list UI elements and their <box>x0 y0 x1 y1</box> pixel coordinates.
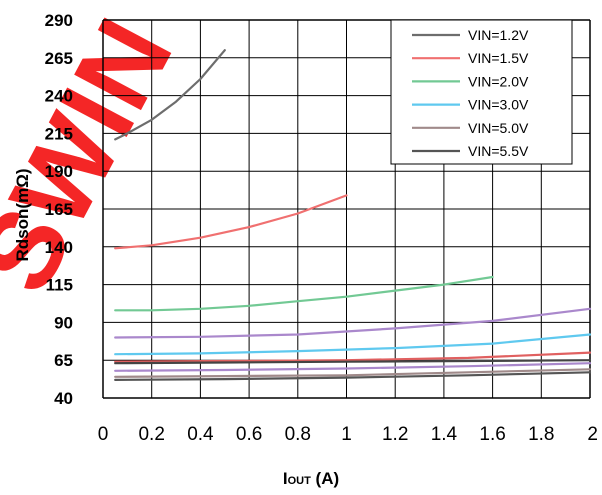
y-tick-label: 40 <box>54 389 73 408</box>
series-line-3 <box>114 275 494 312</box>
legend-label: VIN=3.0V <box>468 97 529 113</box>
y-tick-label: 140 <box>45 238 73 257</box>
y-tick-label: 190 <box>45 162 73 181</box>
y-tick-label: 115 <box>46 276 73 295</box>
y-tick-label: 65 <box>54 351 73 370</box>
series-line-6 <box>114 371 592 381</box>
legend-label: VIN=5.5V <box>468 143 529 159</box>
x-axis-title-unit: (A) <box>311 469 339 488</box>
legend: VIN=1.2V VIN=1.5V VIN=2.0V VIN=3.0V VIN=5.0V… <box>390 19 573 165</box>
x-tick-label: 2 <box>587 424 598 445</box>
series-line-9 <box>114 362 592 372</box>
series-line-8 <box>114 351 592 363</box>
x-tick-label: 1.2 <box>382 424 408 445</box>
y-tick-label: 215 <box>45 124 73 143</box>
x-tick-label: 0.2 <box>138 424 164 445</box>
y-tick-label: 265 <box>45 49 73 68</box>
x-tick-labels: 0 0.2 0.4 0.6 0.8 1 1.2 1.4 1.6 1.8 2 <box>98 424 598 445</box>
y-axis-title: Rdson(mΩ) <box>13 169 32 262</box>
legend-label: VIN=5.0V <box>468 120 529 136</box>
x-tick-label: 1.4 <box>431 424 458 445</box>
x-axis-title-sub: OUT <box>288 475 312 487</box>
watermark: SWIN <box>0 0 196 311</box>
legend-label: VIN=2.0V <box>468 73 529 89</box>
y-tick-label: 240 <box>45 87 73 106</box>
series-line-4 <box>114 333 592 356</box>
y-tick-labels: 40 65 90 115 140 165 190 215 240 265 290 <box>45 11 73 408</box>
x-tick-label: 1.6 <box>479 424 505 445</box>
x-tick-label: 0.4 <box>187 424 214 445</box>
x-tick-label: 0.6 <box>236 424 262 445</box>
series-line-7 <box>114 307 592 339</box>
x-axis-title-main: I <box>283 469 288 488</box>
series-line-10 <box>114 359 592 365</box>
y-tick-label: 165 <box>45 200 73 219</box>
legend-box <box>390 19 573 165</box>
x-tick-label: 1.8 <box>528 424 554 445</box>
x-tick-label: 0 <box>98 424 109 445</box>
legend-label: VIN=1.5V <box>468 50 529 66</box>
series-layer <box>114 49 592 381</box>
x-tick-label: 0.8 <box>285 424 311 445</box>
x-axis-title: IOUT (A) <box>283 469 339 488</box>
legend-label: VIN=1.2V <box>468 27 529 43</box>
y-tick-label: 90 <box>54 313 73 332</box>
series-line-2 <box>114 194 348 250</box>
series-line-1 <box>114 49 226 141</box>
y-tick-label: 290 <box>45 11 73 30</box>
x-tick-label: 1 <box>341 424 352 445</box>
watermark-text: SWIN <box>0 0 196 311</box>
series-line-5 <box>114 368 592 378</box>
